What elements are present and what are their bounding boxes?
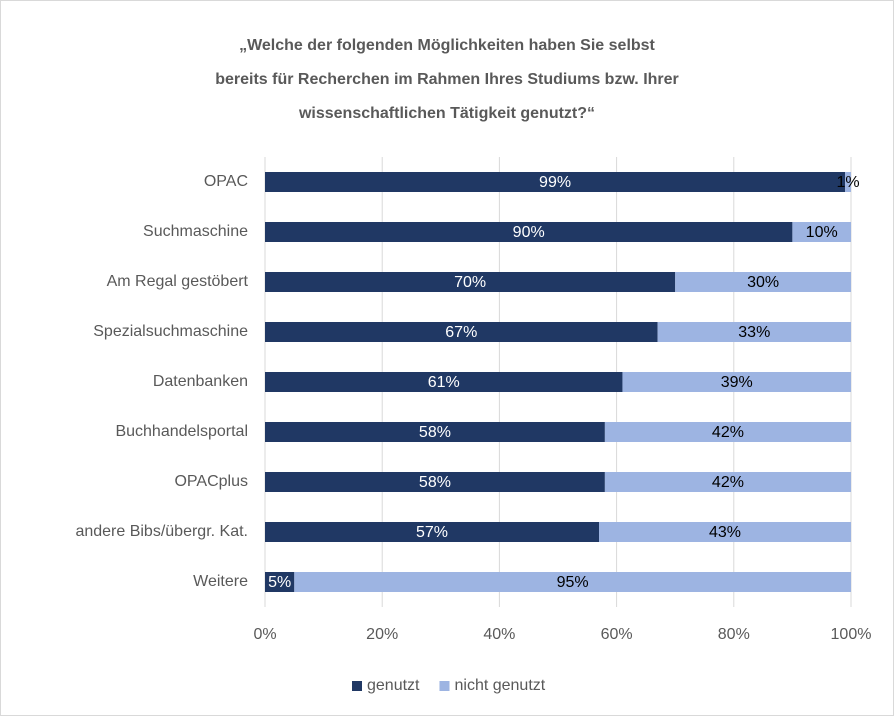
chart-title: bereits für Recherchen im Rahmen Ihres S…	[215, 71, 679, 88]
y-tick-label: Weitere	[193, 573, 248, 590]
bar-segment	[294, 572, 851, 592]
data-label: 58%	[419, 474, 451, 491]
y-tick-label: OPACplus	[174, 473, 248, 490]
bar-segment	[265, 172, 846, 192]
legend-label: genutzt	[367, 677, 420, 694]
bar-segment	[599, 522, 851, 542]
bar-segment	[265, 572, 295, 592]
data-label: 57%	[416, 524, 448, 541]
data-label: 39%	[721, 374, 753, 391]
chart-title: „Welche der folgenden Möglichkeiten habe…	[239, 37, 655, 54]
y-tick-label: Datenbanken	[153, 373, 248, 390]
data-label: 70%	[454, 274, 486, 291]
bar-segment	[622, 372, 851, 392]
data-label: 30%	[747, 274, 779, 291]
bar-segment	[845, 172, 851, 192]
y-tick-label: andere Bibs/übergr. Kat.	[75, 523, 248, 540]
bar-segment	[604, 422, 851, 442]
bar-segment	[265, 322, 658, 342]
bar-segment	[265, 372, 623, 392]
data-label: 95%	[557, 574, 589, 591]
y-tick-label: Am Regal gestöbert	[107, 273, 249, 290]
bar-segment	[265, 272, 676, 292]
data-label: 43%	[709, 524, 741, 541]
y-tick-label: OPAC	[204, 173, 248, 190]
bar-segment	[792, 222, 851, 242]
data-label: 42%	[712, 424, 744, 441]
legend-label: nicht genutzt	[454, 677, 545, 694]
bar-segment	[265, 422, 605, 442]
chart-title: wissenschaftlichen Tätigkeit genutzt?“	[298, 105, 595, 122]
data-label: 5%	[268, 574, 291, 591]
data-label: 1%	[837, 174, 860, 191]
x-tick-label: 40%	[483, 626, 515, 643]
data-label: 10%	[806, 224, 838, 241]
data-label: 33%	[738, 324, 770, 341]
y-tick-label: Spezialsuchmaschine	[93, 323, 248, 340]
x-tick-label: 0%	[253, 626, 276, 643]
bar-segment	[265, 472, 605, 492]
x-tick-label: 60%	[601, 626, 633, 643]
x-tick-label: 80%	[718, 626, 750, 643]
bar-segment	[265, 222, 793, 242]
bar-segment	[604, 472, 851, 492]
data-label: 99%	[539, 174, 571, 191]
y-tick-label: Suchmaschine	[143, 223, 248, 240]
bar-segment	[657, 322, 851, 342]
x-tick-label: 100%	[831, 626, 872, 643]
x-tick-label: 20%	[366, 626, 398, 643]
data-label: 90%	[513, 224, 545, 241]
y-tick-label: Buchhandelsportal	[115, 423, 248, 440]
data-label: 42%	[712, 474, 744, 491]
data-label: 61%	[428, 374, 460, 391]
legend-swatch	[352, 681, 362, 691]
bar-segment	[265, 522, 600, 542]
legend-swatch	[439, 681, 450, 691]
data-label: 58%	[419, 424, 451, 441]
data-label: 67%	[445, 324, 477, 341]
bar-segment	[675, 272, 851, 292]
